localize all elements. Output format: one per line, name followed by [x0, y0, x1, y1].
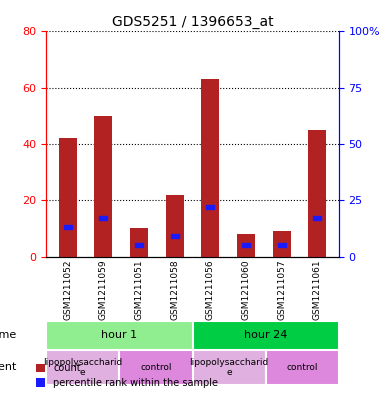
Bar — [237, 234, 255, 257]
Bar — [130, 228, 148, 257]
Text: GSM1211061: GSM1211061 — [313, 260, 322, 320]
Text: GSM1211057: GSM1211057 — [277, 260, 286, 320]
Text: lipopolysaccharid
e: lipopolysaccharid e — [43, 358, 122, 377]
Text: lipopolysaccharid
e: lipopolysaccharid e — [189, 358, 269, 377]
Bar — [201, 79, 219, 257]
Bar — [94, 116, 112, 257]
Text: agent: agent — [0, 362, 17, 373]
FancyBboxPatch shape — [192, 350, 266, 385]
Text: control: control — [140, 363, 172, 372]
Bar — [273, 231, 291, 257]
Bar — [59, 138, 77, 257]
FancyBboxPatch shape — [46, 350, 119, 385]
Bar — [171, 234, 179, 239]
Text: GSM1211060: GSM1211060 — [241, 260, 251, 320]
FancyBboxPatch shape — [119, 350, 192, 385]
Text: time: time — [0, 330, 17, 340]
Text: control: control — [286, 363, 318, 372]
Text: GSM1211059: GSM1211059 — [99, 260, 108, 320]
Text: GSM1211051: GSM1211051 — [134, 260, 144, 320]
FancyBboxPatch shape — [46, 321, 192, 350]
Bar — [242, 243, 250, 247]
Legend: count, percentile rank within the sample: count, percentile rank within the sample — [36, 363, 218, 388]
FancyBboxPatch shape — [192, 321, 339, 350]
Text: GSM1211058: GSM1211058 — [170, 260, 179, 320]
Text: hour 1: hour 1 — [101, 330, 137, 340]
Bar — [166, 195, 184, 257]
Bar — [206, 205, 214, 209]
Bar — [99, 216, 107, 220]
Text: GSM1211052: GSM1211052 — [63, 260, 72, 320]
Bar — [308, 130, 326, 257]
Bar — [313, 216, 321, 220]
Bar — [135, 243, 143, 247]
Bar — [278, 243, 286, 247]
Title: GDS5251 / 1396653_at: GDS5251 / 1396653_at — [112, 15, 273, 29]
Bar — [64, 225, 72, 230]
Text: GSM1211056: GSM1211056 — [206, 260, 215, 320]
FancyBboxPatch shape — [266, 350, 339, 385]
Text: hour 24: hour 24 — [244, 330, 287, 340]
